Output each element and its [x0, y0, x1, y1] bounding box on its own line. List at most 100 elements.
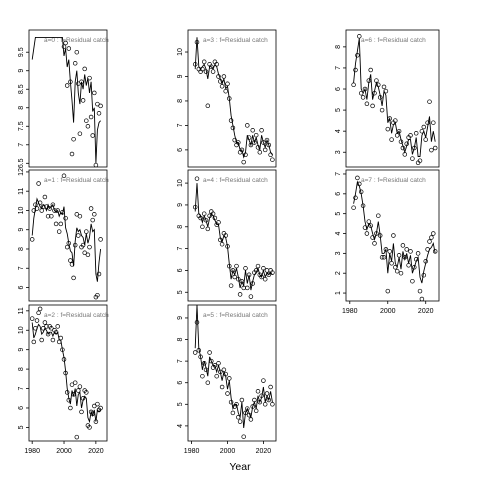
observation-point [353, 195, 358, 201]
observation-point [198, 354, 203, 360]
observation-point [234, 263, 239, 269]
y-tick-label: 8 [335, 45, 342, 49]
observation-point [372, 241, 377, 246]
x-tick-label: 2020 [256, 448, 272, 455]
y-tick-label: 1 [335, 291, 342, 295]
observation-point [432, 249, 438, 254]
observation-point [221, 74, 227, 79]
observation-point [207, 213, 212, 219]
observation-point [44, 204, 49, 209]
observation-point [237, 292, 243, 297]
fit-line [194, 37, 273, 159]
observation-point [253, 268, 259, 273]
panel-grid: 6.5 7 7.5 8 8.5 9 9.5 a=0 : f=Residual catch 6 7 8… [18, 29, 440, 455]
y-tick-label: 6 [18, 285, 25, 289]
observation-point [64, 244, 70, 250]
observation-point [413, 131, 419, 136]
y-tick-label: 6 [18, 406, 25, 410]
observation-point [92, 212, 97, 217]
observation-point [368, 223, 373, 228]
observation-point [423, 137, 428, 142]
y-tick-label: 7 [335, 172, 342, 176]
observation-point [45, 213, 51, 219]
observation-point [55, 324, 60, 329]
observation-point [421, 124, 427, 130]
observation-point [90, 217, 95, 223]
observation-point [248, 417, 254, 422]
observation-point [259, 274, 264, 280]
observation-point [270, 157, 275, 162]
observation-point [223, 233, 228, 238]
x-tick-label: 2000 [56, 448, 72, 455]
x-tick-label: 2000 [220, 448, 236, 455]
y-tick-label: 11 [18, 307, 25, 314]
observation-point [77, 131, 83, 136]
observation-point [381, 84, 387, 90]
observation-point [225, 244, 230, 249]
observation-point [362, 86, 368, 92]
observation-point [404, 247, 409, 252]
y-tick-label: 10 [18, 206, 25, 214]
observation-point [417, 288, 423, 294]
observation-point [63, 215, 68, 221]
observation-point [77, 213, 83, 219]
observation-point [252, 140, 257, 145]
observation-point [358, 189, 364, 195]
observation-point [366, 219, 372, 224]
observation-point [205, 103, 211, 109]
observation-point [80, 396, 86, 401]
panel-frame [28, 169, 108, 302]
observation-point [87, 75, 92, 81]
y-tick-label: 6 [335, 87, 342, 91]
observation-point [201, 59, 207, 65]
observation-point [246, 272, 252, 278]
observation-point [60, 210, 65, 215]
observation-point [402, 152, 408, 157]
observation-point [96, 271, 102, 277]
observation-point [400, 243, 406, 248]
observation-point [262, 276, 268, 282]
observation-point [393, 265, 398, 270]
observation-point [230, 125, 236, 131]
observation-point [429, 147, 434, 153]
observation-point [381, 255, 387, 260]
panel-label: a=0 : f=Residual catch [44, 37, 109, 44]
observation-point [61, 173, 67, 179]
observation-point [50, 337, 56, 343]
observation-point [66, 46, 72, 51]
observation-point [95, 401, 100, 407]
observation-point [358, 90, 364, 96]
observation-point [74, 49, 80, 55]
observation-point [93, 162, 99, 167]
observation-point [61, 44, 67, 49]
observation-point [41, 204, 46, 209]
observation-point [194, 39, 200, 45]
observation-point [252, 397, 257, 403]
observation-point [268, 384, 273, 390]
observation-point [248, 294, 254, 299]
observation-point [72, 380, 78, 385]
observation-point [255, 389, 261, 394]
panel-label: a=6 : f=Residual catch [361, 37, 426, 44]
observation-point [84, 390, 89, 395]
y-tick-label: 8 [18, 106, 25, 110]
y-tick-label: 8 [177, 99, 184, 103]
observation-point [98, 103, 103, 109]
observation-point [261, 140, 266, 145]
observation-point [39, 337, 44, 343]
observation-point [53, 221, 59, 227]
observation-point [210, 211, 216, 216]
observation-point [385, 288, 391, 294]
observation-point [209, 64, 214, 69]
observation-point [419, 128, 425, 134]
observation-point [366, 78, 372, 83]
observation-point [98, 405, 103, 411]
y-tick-label: 3 [335, 251, 342, 255]
observation-point [410, 278, 415, 284]
panel-frame [345, 29, 440, 168]
x-tick-label: 1980 [342, 308, 358, 315]
y-tick-label: 8 [177, 225, 184, 229]
observation-point [212, 215, 218, 221]
observation-point [200, 66, 205, 72]
